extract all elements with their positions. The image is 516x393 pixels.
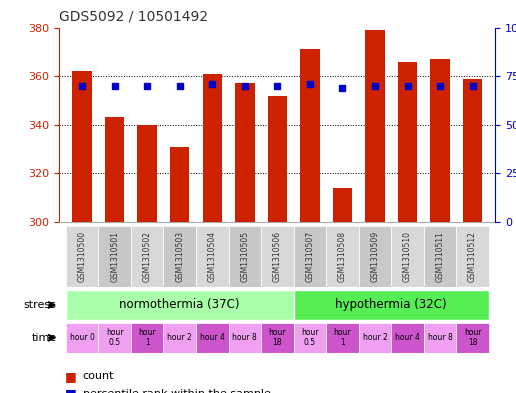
Bar xyxy=(261,226,294,287)
Bar xyxy=(202,74,222,222)
Text: hour 8: hour 8 xyxy=(232,333,257,342)
Bar xyxy=(359,323,391,353)
Bar xyxy=(261,323,294,353)
Text: GSM1310501: GSM1310501 xyxy=(110,231,119,282)
Bar xyxy=(398,62,417,222)
Text: GSM1310502: GSM1310502 xyxy=(143,231,152,282)
Text: hour
18: hour 18 xyxy=(464,328,481,347)
Bar xyxy=(72,71,92,222)
Text: GDS5092 / 10501492: GDS5092 / 10501492 xyxy=(59,10,208,24)
Bar xyxy=(268,95,287,222)
Text: GSM1310511: GSM1310511 xyxy=(436,231,445,282)
Text: hour
1: hour 1 xyxy=(334,328,351,347)
Bar xyxy=(66,323,99,353)
Bar xyxy=(229,226,261,287)
Bar xyxy=(131,323,164,353)
Bar xyxy=(164,323,196,353)
Bar xyxy=(326,323,359,353)
Text: GSM1310505: GSM1310505 xyxy=(240,231,249,282)
Bar xyxy=(235,83,254,222)
Bar xyxy=(463,79,482,222)
Bar xyxy=(365,30,385,222)
Text: hour
18: hour 18 xyxy=(268,328,286,347)
Text: percentile rank within the sample: percentile rank within the sample xyxy=(83,389,270,393)
Text: normothermia (37C): normothermia (37C) xyxy=(120,298,240,312)
Text: hour 4: hour 4 xyxy=(200,333,224,342)
Text: GSM1310509: GSM1310509 xyxy=(370,231,379,282)
Text: time: time xyxy=(31,333,57,343)
Text: hour 0: hour 0 xyxy=(70,333,94,342)
Bar xyxy=(170,147,189,222)
Bar xyxy=(424,226,456,287)
Text: hour
0.5: hour 0.5 xyxy=(106,328,123,347)
Bar xyxy=(131,226,164,287)
Text: GSM1310506: GSM1310506 xyxy=(273,231,282,282)
Text: hour 2: hour 2 xyxy=(363,333,388,342)
Bar xyxy=(99,226,131,287)
Bar xyxy=(300,50,319,222)
Text: hour 8: hour 8 xyxy=(428,333,453,342)
Bar xyxy=(359,226,391,287)
Text: GSM1310504: GSM1310504 xyxy=(208,231,217,282)
Text: ■: ■ xyxy=(64,369,76,383)
Bar xyxy=(391,323,424,353)
Bar xyxy=(294,290,489,320)
Bar xyxy=(424,323,456,353)
Text: hour
1: hour 1 xyxy=(138,328,156,347)
Text: hour 2: hour 2 xyxy=(167,333,192,342)
Bar xyxy=(294,323,326,353)
Bar xyxy=(105,118,124,222)
Bar xyxy=(456,323,489,353)
Bar xyxy=(99,323,131,353)
Text: GSM1310510: GSM1310510 xyxy=(403,231,412,282)
Bar xyxy=(294,226,326,287)
Bar xyxy=(326,226,359,287)
Bar xyxy=(456,226,489,287)
Bar xyxy=(137,125,157,222)
Bar xyxy=(66,290,294,320)
Bar xyxy=(333,188,352,222)
Bar xyxy=(391,226,424,287)
Text: count: count xyxy=(83,371,114,381)
Text: ■: ■ xyxy=(64,387,76,393)
Bar xyxy=(164,226,196,287)
Text: GSM1310508: GSM1310508 xyxy=(338,231,347,282)
Text: GSM1310512: GSM1310512 xyxy=(468,231,477,282)
Text: stress: stress xyxy=(24,300,57,310)
Bar xyxy=(66,226,99,287)
Bar xyxy=(196,226,229,287)
Bar xyxy=(196,323,229,353)
Bar xyxy=(430,59,450,222)
Text: GSM1310503: GSM1310503 xyxy=(175,231,184,282)
Text: GSM1310500: GSM1310500 xyxy=(77,231,87,282)
Text: GSM1310507: GSM1310507 xyxy=(305,231,314,282)
Text: hypothermia (32C): hypothermia (32C) xyxy=(335,298,447,312)
Text: hour 4: hour 4 xyxy=(395,333,420,342)
Text: hour
0.5: hour 0.5 xyxy=(301,328,319,347)
Bar xyxy=(229,323,261,353)
